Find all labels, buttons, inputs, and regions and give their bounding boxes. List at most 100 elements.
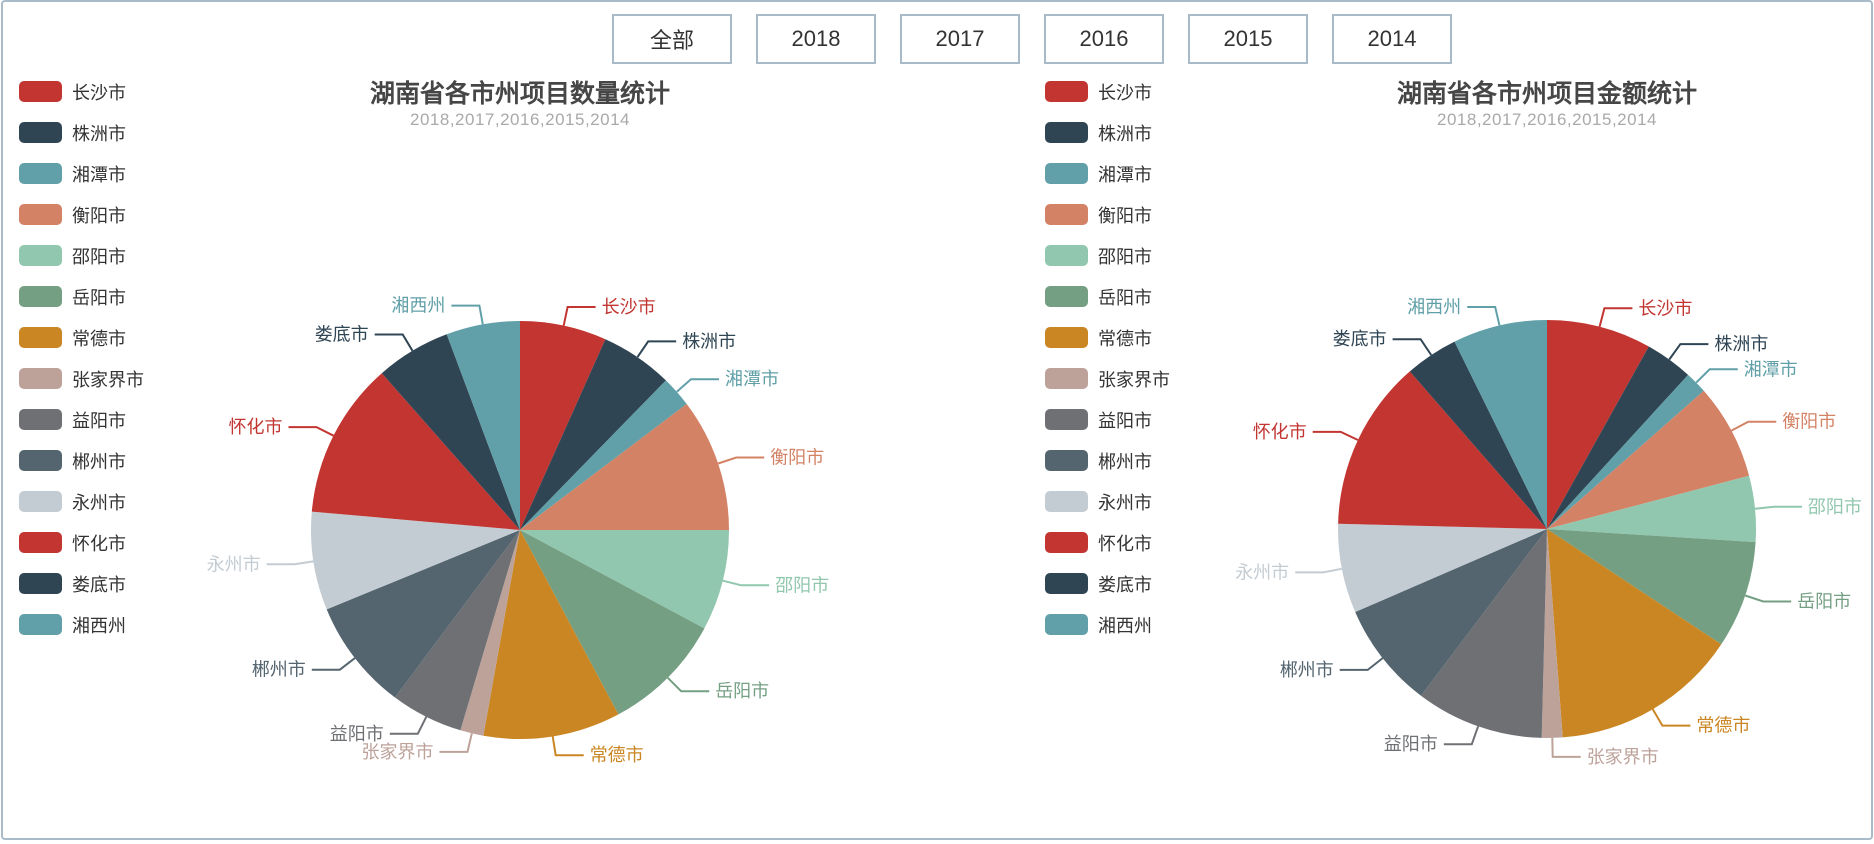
legend-item-株洲市[interactable]: 株洲市	[1045, 122, 1170, 144]
legend-label: 衡阳市	[72, 205, 126, 226]
filter-button-all[interactable]: 全部	[612, 14, 732, 64]
legend-swatch	[19, 450, 62, 471]
slice-label: 衡阳市	[770, 448, 824, 468]
legend-label: 邵阳市	[72, 246, 126, 267]
legend: 长沙市株洲市湘潭市衡阳市邵阳市岳阳市常德市张家界市益阳市郴州市永州市怀化市娄底市…	[1045, 81, 1170, 655]
pie-slice-怀化市[interactable]	[1338, 371, 1547, 529]
slice-label: 郴州市	[252, 660, 306, 680]
pie-slice-永州市[interactable]	[1338, 523, 1547, 612]
slice-label-line	[1467, 306, 1501, 326]
pie-slice-湘西州[interactable]	[446, 321, 520, 530]
legend-label: 益阳市	[1098, 410, 1152, 431]
pie-slice-郴州市[interactable]	[1355, 529, 1547, 696]
legend-item-娄底市[interactable]: 娄底市	[19, 573, 144, 595]
pie-slice-岳阳市[interactable]	[520, 530, 705, 715]
legend-swatch	[1045, 409, 1088, 430]
pie-slice-娄底市[interactable]	[1409, 341, 1547, 529]
slice-label-line	[722, 579, 770, 587]
legend-label: 常德市	[72, 328, 126, 349]
legend-item-株洲市[interactable]: 株洲市	[19, 122, 144, 144]
pie-slice-衡阳市[interactable]	[520, 404, 729, 530]
legend-item-湘西州[interactable]: 湘西州	[19, 614, 144, 636]
legend-item-常德市[interactable]: 常德市	[1045, 327, 1170, 349]
pie-slice-长沙市[interactable]	[1547, 320, 1649, 529]
slice-label-line	[1730, 420, 1777, 432]
pie-slice-衡阳市[interactable]	[1547, 390, 1750, 529]
legend-label: 娄底市	[72, 574, 126, 595]
legend-swatch	[19, 204, 62, 225]
legend-item-怀化市[interactable]: 怀化市	[1045, 532, 1170, 554]
pie-slice-湘西州[interactable]	[1454, 320, 1548, 529]
legend-label: 岳阳市	[1098, 287, 1152, 308]
pie-slice-张家界市[interactable]	[460, 530, 520, 736]
slice-label: 长沙市	[602, 297, 656, 317]
legend-label: 郴州市	[1098, 451, 1152, 472]
legend-item-娄底市[interactable]: 娄底市	[1045, 573, 1170, 595]
slice-label-line	[551, 736, 584, 757]
pie-slice-邵阳市[interactable]	[520, 530, 729, 629]
slice-label-line	[676, 378, 719, 393]
legend-item-永州市[interactable]: 永州市	[1045, 491, 1170, 513]
legend-item-张家界市[interactable]: 张家界市	[1045, 368, 1170, 390]
pie-slice-常德市[interactable]	[1547, 529, 1722, 738]
pie-slice-益阳市[interactable]	[395, 530, 520, 731]
legend-item-邵阳市[interactable]: 邵阳市	[19, 245, 144, 267]
pie-slice-永州市[interactable]	[310, 511, 520, 610]
pie-slice-张家界市[interactable]	[1541, 529, 1563, 738]
pie-slice-娄底市[interactable]	[381, 334, 520, 530]
legend-item-常德市[interactable]: 常德市	[19, 327, 144, 349]
legend-item-湘潭市[interactable]: 湘潭市	[1045, 163, 1170, 185]
legend-swatch	[19, 327, 62, 348]
slice-label: 永州市	[207, 554, 261, 574]
pie-slice-益阳市[interactable]	[1421, 529, 1547, 738]
legend-item-邵阳市[interactable]: 邵阳市	[1045, 245, 1170, 267]
legend-item-益阳市[interactable]: 益阳市	[19, 409, 144, 431]
pie-slice-常德市[interactable]	[483, 530, 619, 740]
slice-label: 益阳市	[1384, 734, 1438, 754]
pie-slice-湘潭市[interactable]	[520, 380, 687, 530]
slice-label-line	[1312, 430, 1359, 441]
filter-button-2017[interactable]: 2017	[900, 14, 1020, 64]
legend-label: 株洲市	[1098, 123, 1152, 144]
legend-swatch	[1045, 204, 1088, 225]
legend-item-怀化市[interactable]: 怀化市	[19, 532, 144, 554]
pie-slice-邵阳市[interactable]	[1547, 475, 1757, 543]
legend-swatch	[1045, 450, 1088, 471]
legend-swatch	[19, 81, 62, 102]
slice-label-line	[1443, 725, 1480, 746]
legend-item-郴州市[interactable]: 郴州市	[19, 450, 144, 472]
legend-item-永州市[interactable]: 永州市	[19, 491, 144, 513]
legend-item-衡阳市[interactable]: 衡阳市	[1045, 204, 1170, 226]
legend-item-益阳市[interactable]: 益阳市	[1045, 409, 1170, 431]
legend-swatch	[1045, 573, 1088, 594]
filter-button-2016[interactable]: 2016	[1044, 14, 1164, 64]
filter-button-2018[interactable]: 2018	[756, 14, 876, 64]
legend-swatch	[1045, 122, 1088, 143]
filter-button-2015[interactable]: 2015	[1188, 14, 1308, 64]
legend-item-长沙市[interactable]: 长沙市	[1045, 81, 1170, 103]
legend-item-岳阳市[interactable]: 岳阳市	[19, 286, 144, 308]
legend-swatch	[1045, 491, 1088, 512]
pie-slice-长沙市[interactable]	[520, 321, 606, 530]
slice-label-line	[1392, 338, 1433, 356]
legend-item-张家界市[interactable]: 张家界市	[19, 368, 144, 390]
legend-item-湘潭市[interactable]: 湘潭市	[19, 163, 144, 185]
legend-item-长沙市[interactable]: 长沙市	[19, 81, 144, 103]
legend-label: 长沙市	[1098, 82, 1152, 103]
legend-item-郴州市[interactable]: 郴州市	[1045, 450, 1170, 472]
slice-label-line	[389, 716, 428, 735]
pie-slice-怀化市[interactable]	[311, 373, 520, 530]
pie-slice-岳阳市[interactable]	[1547, 529, 1756, 645]
legend-item-湘西州[interactable]: 湘西州	[1045, 614, 1170, 636]
pie-slice-株洲市[interactable]	[1547, 346, 1689, 530]
legend-item-岳阳市[interactable]: 岳阳市	[1045, 286, 1170, 308]
legend-swatch	[19, 122, 62, 143]
pie-slice-郴州市[interactable]	[326, 530, 520, 698]
pie-slice-株洲市[interactable]	[520, 339, 666, 530]
slice-label-line	[562, 306, 596, 326]
pie-slice-湘潭市[interactable]	[1547, 374, 1704, 529]
legend-item-衡阳市[interactable]: 衡阳市	[19, 204, 144, 226]
legend-label: 衡阳市	[1098, 205, 1152, 226]
filter-button-2014[interactable]: 2014	[1332, 14, 1452, 64]
